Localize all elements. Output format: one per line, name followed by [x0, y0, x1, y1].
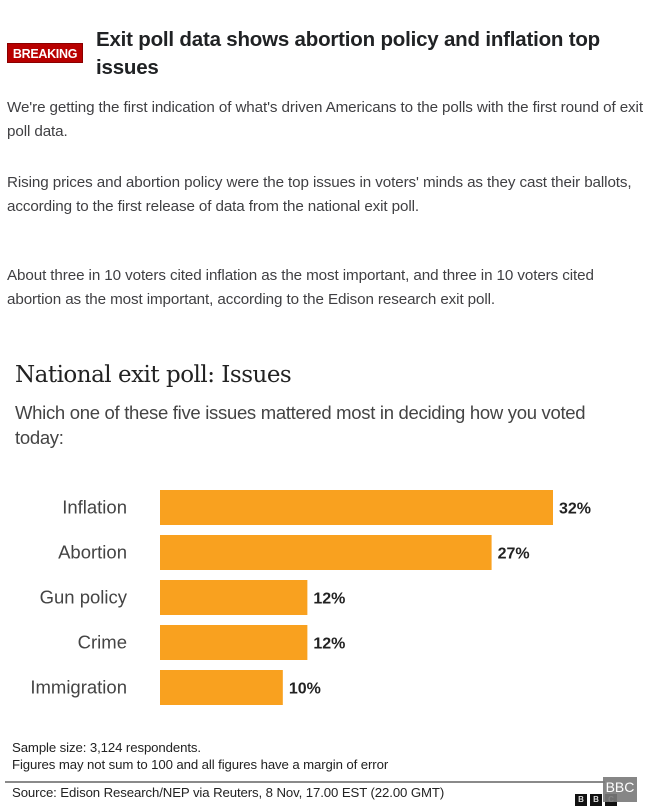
value-label: 27% — [498, 546, 530, 563]
bar — [160, 535, 492, 570]
margin-of-error-note: Figures may not sum to 100 and all figur… — [12, 757, 389, 772]
chart-title: National exit poll: Issues — [15, 362, 292, 388]
sample-size-note: Sample size: 3,124 respondents. — [12, 740, 201, 755]
value-label: 12% — [313, 636, 345, 653]
paragraph-3: About three in 10 voters cited inflation… — [7, 267, 594, 308]
bar — [160, 625, 308, 660]
breaking-badge: BREAKING — [7, 43, 83, 63]
category-label: Inflation — [62, 497, 127, 518]
bar — [160, 490, 553, 525]
bbc-watermark: BBC — [603, 777, 637, 802]
category-label: Gun policy — [40, 587, 128, 608]
bbc-logo-letter: B — [590, 794, 602, 806]
category-label: Immigration — [30, 677, 127, 698]
bar — [160, 580, 308, 615]
category-label: Crime — [78, 632, 127, 653]
category-label: Abortion — [58, 542, 127, 563]
chart-subtitle: Which one of these five issues mattered … — [15, 402, 586, 448]
paragraph-1: We're getting the first indication of wh… — [7, 99, 643, 140]
divider — [5, 781, 605, 783]
paragraph-2: Rising prices and abortion policy were t… — [7, 174, 632, 215]
value-label: 10% — [289, 681, 321, 698]
value-label: 32% — [559, 501, 591, 518]
headline[interactable]: Exit poll data shows abortion policy and… — [96, 28, 600, 79]
bar-chart: Inflation 32% Abortion 27% Gun policy 12% Crim… — [30, 490, 591, 705]
bar — [160, 670, 283, 705]
source-note: Source: Edison Research/NEP via Reuters,… — [12, 785, 445, 800]
bbc-logo-letter: B — [575, 794, 587, 806]
value-label: 12% — [313, 591, 345, 608]
